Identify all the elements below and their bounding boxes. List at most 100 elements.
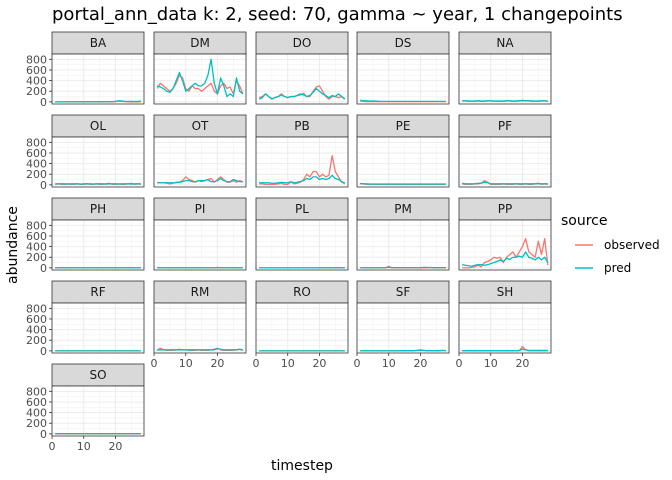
- y-tick-label: 400: [26, 158, 47, 171]
- facet-ds: DS: [356, 31, 450, 105]
- panel-border: [51, 136, 145, 188]
- x-tick-label: 0: [354, 357, 361, 370]
- y-tick-label: 400: [26, 75, 47, 88]
- x-tick-label: 10: [484, 357, 498, 370]
- y-tick-label: 400: [26, 241, 47, 254]
- panel-border: [458, 136, 552, 188]
- panel-background: [256, 303, 348, 353]
- facet-strip-label: PB: [294, 119, 309, 133]
- facet-strip-label: PH: [90, 202, 106, 216]
- panel-border: [51, 219, 145, 271]
- y-tick-label: 200: [26, 85, 47, 98]
- facet-pi: PI: [153, 197, 247, 271]
- y-tick-label: 0: [40, 345, 47, 358]
- legend-title: source: [561, 213, 608, 229]
- y-tick-label: 600: [26, 230, 47, 243]
- facet-ot: OT: [153, 114, 247, 188]
- panel-background: [459, 303, 551, 353]
- facet-pf: PF: [458, 114, 552, 188]
- x-tick-label: 10: [179, 357, 193, 370]
- x-tick-label: 0: [253, 357, 260, 370]
- series-line-pred: [258, 87, 346, 100]
- facet-strip-label: PI: [195, 202, 206, 216]
- y-axis-title: abundance: [5, 206, 21, 284]
- series-line-pred: [157, 177, 243, 184]
- panel-border: [356, 53, 450, 105]
- panel-border: [356, 302, 450, 354]
- panel-border: [255, 302, 349, 354]
- y-tick-label: 600: [26, 313, 47, 326]
- y-tick-label: 0: [40, 96, 47, 109]
- facet-pb: PB: [255, 114, 349, 188]
- facet-pe: PE: [356, 114, 450, 188]
- series-line-pred: [259, 174, 346, 184]
- y-tick-label: 0: [40, 428, 47, 441]
- panel-background: [256, 137, 348, 187]
- y-tick-label: 200: [26, 168, 47, 181]
- facet-na: NA: [458, 31, 552, 105]
- x-tick-label: 20: [312, 357, 326, 370]
- facet-ro: RO 0 10 20: [253, 280, 349, 370]
- x-tick-label: 20: [515, 357, 529, 370]
- y-tick-label: 200: [26, 417, 47, 430]
- panel-border: [153, 53, 247, 105]
- facet-strip-label: NA: [496, 36, 514, 50]
- facet-strip-label: PL: [295, 202, 309, 216]
- series-line-pred: [360, 182, 446, 185]
- series-line-pred: [360, 99, 446, 102]
- facet-strip-label: PE: [396, 119, 411, 133]
- x-tick-label: 0: [49, 440, 56, 453]
- panel-background: [154, 54, 246, 104]
- facet-strip-label: PF: [498, 119, 512, 133]
- panel-background: [52, 386, 144, 436]
- panel-border: [458, 53, 552, 105]
- facet-strip-label: RM: [191, 285, 210, 299]
- x-tick-label: 10: [281, 357, 295, 370]
- facet-strip-label: BA: [90, 36, 107, 50]
- y-tick-label: 400: [26, 407, 47, 420]
- legend-entry-pred: pred: [575, 261, 631, 275]
- panel-background: [52, 137, 144, 187]
- facet-strip-label: DO: [293, 36, 312, 50]
- series-line-pred: [462, 181, 548, 185]
- y-tick-label: 800: [26, 302, 47, 315]
- facet-strip-label: RO: [293, 285, 311, 299]
- panel-border: [51, 53, 145, 105]
- legend-label-observed: observed: [604, 238, 660, 252]
- facet-dm: DM: [153, 31, 247, 105]
- facet-do: DO: [255, 31, 349, 105]
- panel-border: [255, 53, 349, 105]
- x-tick-label: 0: [151, 357, 158, 370]
- y-tick-label: 600: [26, 396, 47, 409]
- y-tick-label: 800: [26, 53, 47, 66]
- facet-strip-label: SH: [497, 285, 514, 299]
- facet-strip-label: DS: [395, 36, 412, 50]
- panel-border: [356, 136, 450, 188]
- panel-border: [153, 136, 247, 188]
- panel-background: [154, 137, 246, 187]
- panel-background: [357, 220, 449, 270]
- y-tick-label: 200: [26, 251, 47, 264]
- y-tick-label: 800: [26, 385, 47, 398]
- x-tick-label: 10: [77, 440, 91, 453]
- facet-pp: PP: [458, 197, 552, 271]
- panel-border: [356, 219, 450, 271]
- facet-strip-label: OT: [192, 119, 209, 133]
- facet-rm: RM 0 10 20: [151, 280, 247, 370]
- panel-border: [153, 219, 247, 271]
- series-line-pred: [55, 100, 141, 103]
- panel-background: [459, 137, 551, 187]
- panel-background: [357, 303, 449, 353]
- legend: source observed pred: [561, 213, 660, 275]
- panel-background: [256, 220, 348, 270]
- panel-background: [52, 54, 144, 104]
- panel-border: [51, 302, 145, 354]
- y-tick-label: 0: [40, 262, 47, 275]
- x-tick-label: 10: [382, 357, 396, 370]
- x-tick-label: 20: [413, 357, 427, 370]
- panel-border: [458, 302, 552, 354]
